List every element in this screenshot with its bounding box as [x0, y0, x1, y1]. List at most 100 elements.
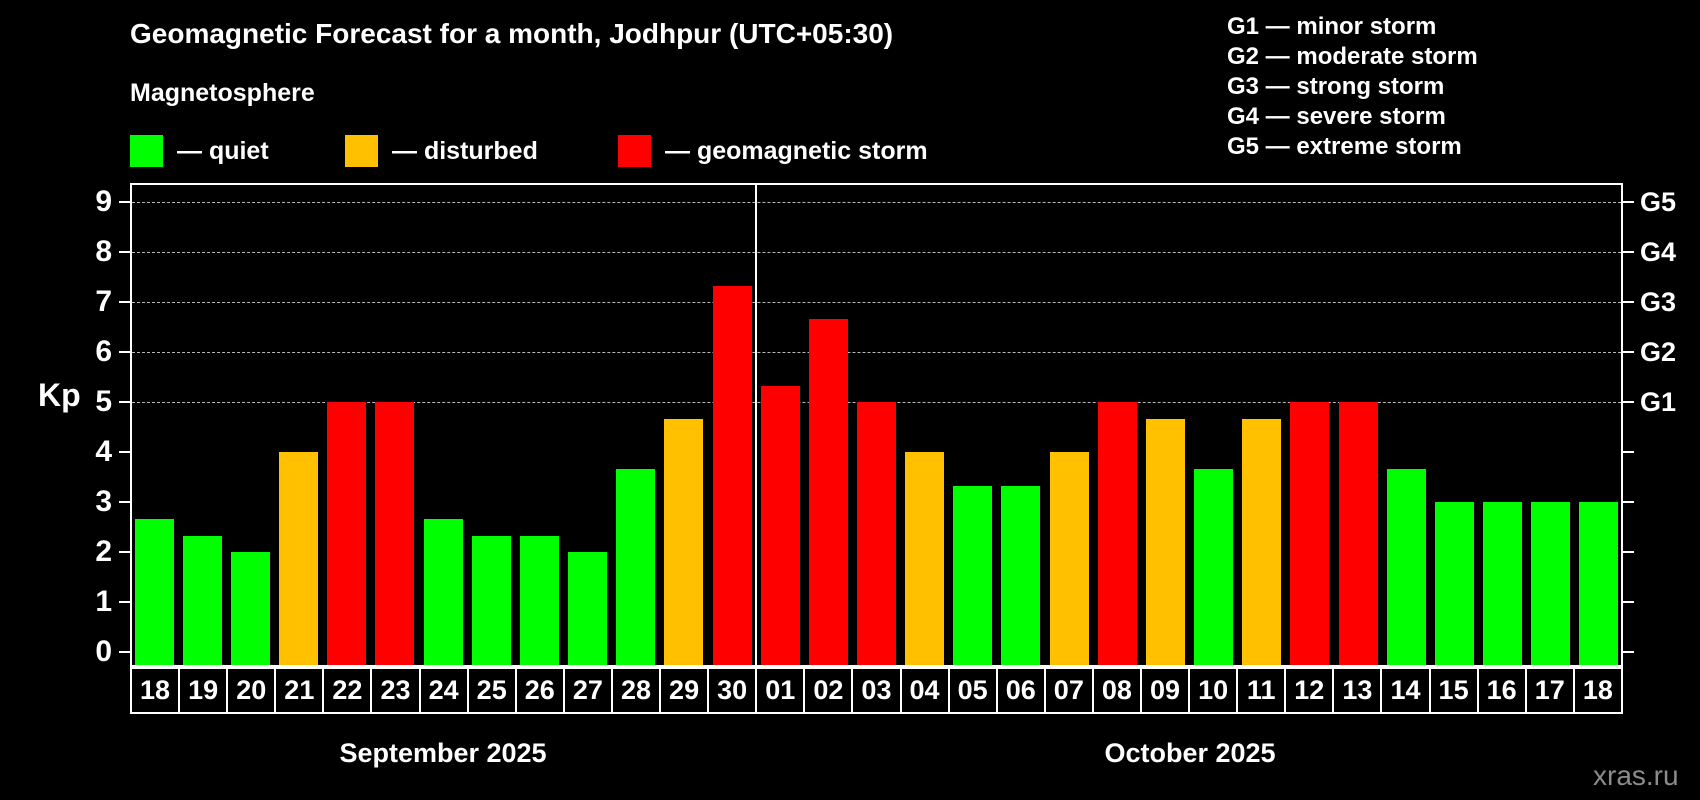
page-title: Geomagnetic Forecast for a month, Jodhpu… [130, 18, 894, 49]
right-axis-tick-1 [1623, 601, 1634, 603]
legend-label-storm: — geomagnetic storm [665, 136, 928, 165]
y-axis-tick-label-7: 7 [95, 285, 112, 318]
x-axis-day-label-oct-02: 02 [803, 667, 854, 714]
kp-bar-day-24-sep [423, 518, 463, 665]
kp-bar-day-16-oct [1483, 502, 1523, 665]
x-axis-day-label-oct-10: 10 [1188, 667, 1239, 714]
x-axis-day-label-oct-08: 08 [1091, 667, 1142, 714]
kp-bar-day-29-sep [664, 418, 704, 665]
y-axis-title: Kp [38, 377, 81, 413]
x-axis-day-label-oct-01: 01 [755, 667, 806, 714]
x-axis-day-label-sep-26: 26 [514, 667, 565, 714]
right-axis-label-g1: G1 [1640, 387, 1677, 417]
right-axis-label-g2: G2 [1640, 337, 1677, 367]
kp-bar-day-22-sep [327, 402, 367, 665]
left-axis-tick-6 [119, 351, 130, 353]
x-axis-day-label-sep-29: 29 [659, 667, 710, 714]
y-axis-tick-label-4: 4 [95, 435, 112, 468]
x-axis-day-row: 18 19 20 21 22 23 24 25 26 27 28 29 30 01 02 03 04 05 06 07… [130, 667, 1623, 714]
kp-bar-day-30-sep [712, 285, 752, 665]
kp-bar-day-25-sep [471, 535, 511, 665]
g-scale-legend-g4: G4 — severe storm [1227, 103, 1446, 130]
left-axis-tick-0 [119, 651, 130, 653]
month-label-october: October 2025 [1104, 738, 1276, 768]
kp-bar-day-04-oct [905, 452, 945, 665]
y-axis-tick-label-3: 3 [95, 485, 112, 518]
right-axis-tick-8 [1623, 251, 1634, 253]
kp-bar-day-18-sep [134, 518, 174, 665]
x-axis-day-label-oct-03: 03 [851, 667, 902, 714]
kp-bar-day-13-oct [1338, 402, 1378, 665]
y-axis-tick-label-6: 6 [95, 335, 112, 368]
kp-bar-day-27-sep [568, 552, 608, 665]
kp-bar-day-21-sep [279, 452, 319, 665]
legend-label-quiet: — quiet [177, 136, 269, 165]
x-axis-day-label-oct-09: 09 [1139, 667, 1191, 714]
kp-bar-day-28-sep [616, 468, 656, 665]
right-axis-tick-0 [1623, 651, 1634, 653]
right-axis-tick-7 [1623, 301, 1634, 303]
g-scale-legend-g1: G1 — minor storm [1227, 13, 1437, 40]
kp-bar-day-10-oct [1194, 468, 1234, 665]
disturbed-color-swatch [345, 135, 378, 167]
g-scale-legend-g3: G3 — strong storm [1227, 73, 1445, 100]
right-axis-label-g4: G4 [1640, 237, 1677, 267]
x-axis-day-label-sep-28: 28 [610, 667, 662, 714]
gridline-kp7 [132, 302, 1621, 303]
legend-label-disturbed: — disturbed [392, 136, 538, 165]
y-axis-tick-label-8: 8 [95, 235, 112, 268]
storm-color-swatch [618, 135, 651, 167]
y-axis-tick-label-2: 2 [95, 535, 112, 568]
gridline-kp8 [132, 252, 1621, 253]
x-axis-day-label-oct-12: 12 [1284, 667, 1335, 714]
watermark: xras.ru [1593, 760, 1679, 791]
gridline-kp6 [132, 352, 1621, 353]
right-axis-label-g5: G5 [1640, 187, 1677, 217]
x-axis-day-label-oct-14: 14 [1380, 667, 1431, 714]
x-axis-day-label-oct-17: 17 [1524, 667, 1575, 714]
y-axis-tick-label-0: 0 [95, 635, 112, 668]
left-axis-tick-5 [119, 401, 130, 403]
g-scale-legend: G1 — minor storm G2 — moderate storm G3 … [1227, 12, 1478, 162]
right-axis-label-g3: G3 [1640, 287, 1677, 317]
left-axis-tick-4 [119, 451, 130, 453]
left-axis-tick-1 [119, 601, 130, 603]
kp-bar-day-19-sep [182, 535, 222, 665]
y-axis-tick-label-5: 5 [95, 385, 112, 418]
left-axis-tick-3 [119, 501, 130, 503]
right-axis-tick-6 [1623, 351, 1634, 353]
kp-bar-day-17-oct [1531, 502, 1571, 665]
left-axis-tick-8 [119, 251, 130, 253]
kp-bar-day-07-oct [1049, 452, 1089, 665]
kp-bar-day-05-oct [953, 485, 993, 665]
x-axis-day-label-sep-21: 21 [274, 667, 325, 714]
x-axis-day-label-sep-22: 22 [322, 667, 373, 714]
chart-subtitle: Magnetosphere [130, 79, 315, 107]
x-axis-day-label-sep-19: 19 [178, 667, 229, 714]
kp-bar-day-20-sep [230, 552, 270, 665]
y-axis-tick-label-9: 9 [95, 185, 112, 218]
plot-area [130, 183, 1623, 667]
x-axis-day-label-oct-04: 04 [899, 667, 950, 714]
x-axis-day-label-oct-07: 07 [1043, 667, 1094, 714]
kp-bar-day-12-oct [1290, 402, 1330, 665]
x-axis-day-label-oct-06: 06 [995, 667, 1046, 714]
kp-bar-day-15-oct [1434, 502, 1474, 665]
kp-bar-day-06-oct [1001, 485, 1041, 665]
kp-bar-day-11-oct [1242, 418, 1282, 665]
g-scale-legend-g2: G2 — moderate storm [1227, 43, 1478, 70]
kp-bar-day-23-sep [375, 402, 415, 665]
kp-bar-day-14-oct [1386, 468, 1426, 665]
x-axis-day-label-sep-25: 25 [466, 667, 517, 714]
kp-bar-day-02-oct [808, 318, 848, 665]
x-axis-day-label-sep-23: 23 [370, 667, 421, 714]
x-axis-day-label-sep-30: 30 [707, 667, 758, 714]
x-axis-day-label-oct-15: 15 [1428, 667, 1479, 714]
kp-bar-day-09-oct [1145, 418, 1185, 665]
month-label-september: September 2025 [339, 738, 547, 768]
x-axis-day-label-oct-18: 18 [1572, 667, 1623, 714]
x-axis-day-label-oct-13: 13 [1332, 667, 1383, 714]
x-axis-day-label-oct-11: 11 [1236, 667, 1287, 714]
g-scale-legend-g5: G5 — extreme storm [1227, 133, 1462, 160]
